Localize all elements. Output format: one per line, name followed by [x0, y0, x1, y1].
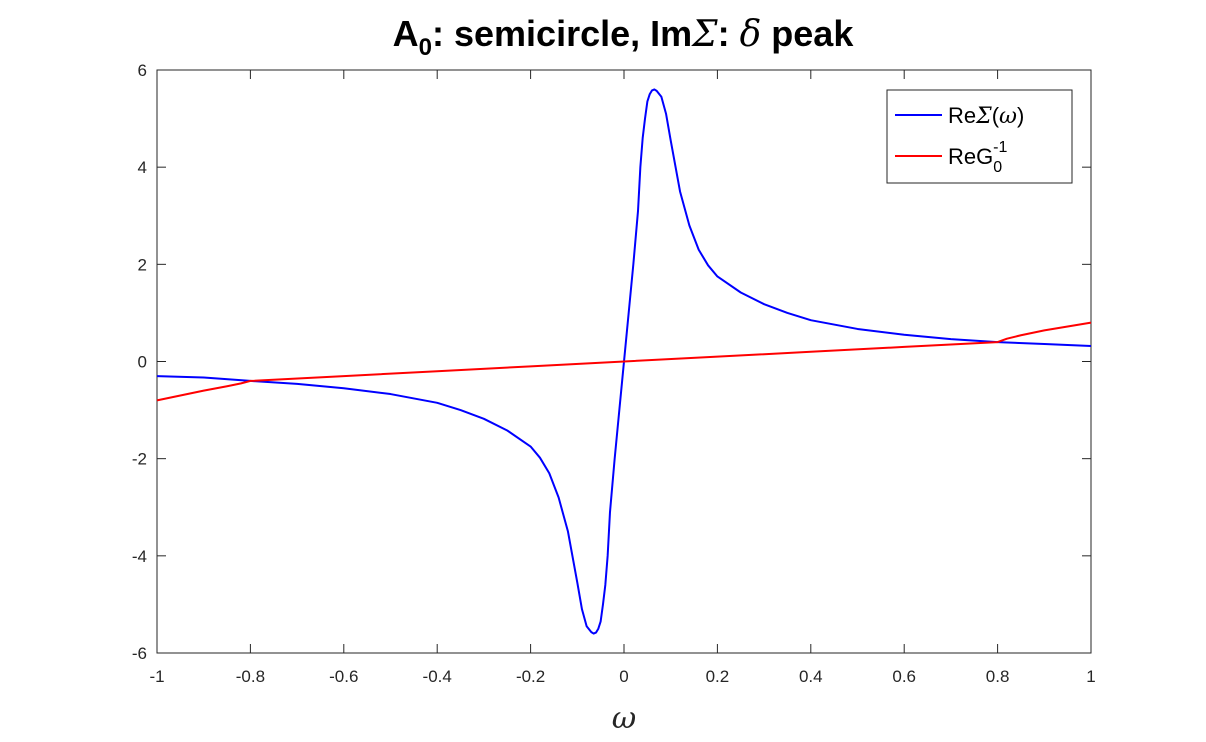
y-tick-label: -6	[132, 644, 147, 663]
title-tail: peak	[761, 13, 854, 54]
y-tick-label: -2	[132, 450, 147, 469]
x-tick-label: 1	[1086, 667, 1095, 686]
title-a: A	[393, 13, 419, 54]
legend-re-text: Re	[948, 103, 976, 128]
x-axis: -1 -0.8 -0.6 -0.4 -0.2 0 0.2 0.4 0.6 0.8 1	[149, 70, 1096, 686]
legend-paren-close: )	[1017, 103, 1024, 128]
y-tick-label: 0	[138, 353, 147, 372]
chart-title: A0: semicircle, ImΣ: δ peak	[393, 13, 855, 61]
x-tick-label: -1	[149, 667, 164, 686]
y-tick-label: 6	[138, 61, 147, 80]
x-tick-label: -0.2	[516, 667, 545, 686]
legend-reg-text: ReG	[948, 144, 993, 169]
legend-omega: ω	[999, 104, 1017, 129]
legend-label-re-g0-inverse: ReG0 -1	[948, 139, 1007, 176]
x-tick-label: 0.2	[706, 667, 730, 686]
title-mid: : semicircle, Im	[432, 13, 692, 54]
legend: ReΣ(ω) ReG0 -1	[886, 89, 1073, 184]
title-delta: δ	[740, 14, 762, 55]
x-axis-label: ω	[612, 701, 636, 736]
title-sigma: Σ	[690, 14, 718, 55]
legend-sigma: Σ	[975, 104, 992, 129]
y-axis: -6 -4 -2 0 2 4 6	[132, 61, 1091, 663]
x-tick-label: -0.4	[423, 667, 452, 686]
legend-g0-subscript: 0	[993, 159, 1002, 176]
y-tick-label: 2	[138, 255, 147, 274]
x-tick-label: -0.8	[236, 667, 265, 686]
legend-g0-superscript: -1	[993, 139, 1007, 156]
x-tick-label: -0.6	[329, 667, 358, 686]
legend-label-re-sigma: ReΣ(ω)	[948, 103, 1024, 129]
title-colon: :	[718, 13, 740, 54]
x-tick-label: 0.8	[986, 667, 1010, 686]
y-tick-label: 4	[138, 158, 147, 177]
title-a-subscript: 0	[419, 34, 432, 61]
legend-box	[886, 89, 1073, 184]
legend-paren-open: (	[992, 103, 1000, 128]
x-tick-label: 0.6	[892, 667, 916, 686]
series-layer	[156, 88, 1092, 635]
x-tick-label: 0	[619, 667, 628, 686]
x-tick-label: 0.4	[799, 667, 823, 686]
y-tick-label: -4	[132, 547, 147, 566]
series-line-re-g0-inverse	[156, 321, 1092, 402]
